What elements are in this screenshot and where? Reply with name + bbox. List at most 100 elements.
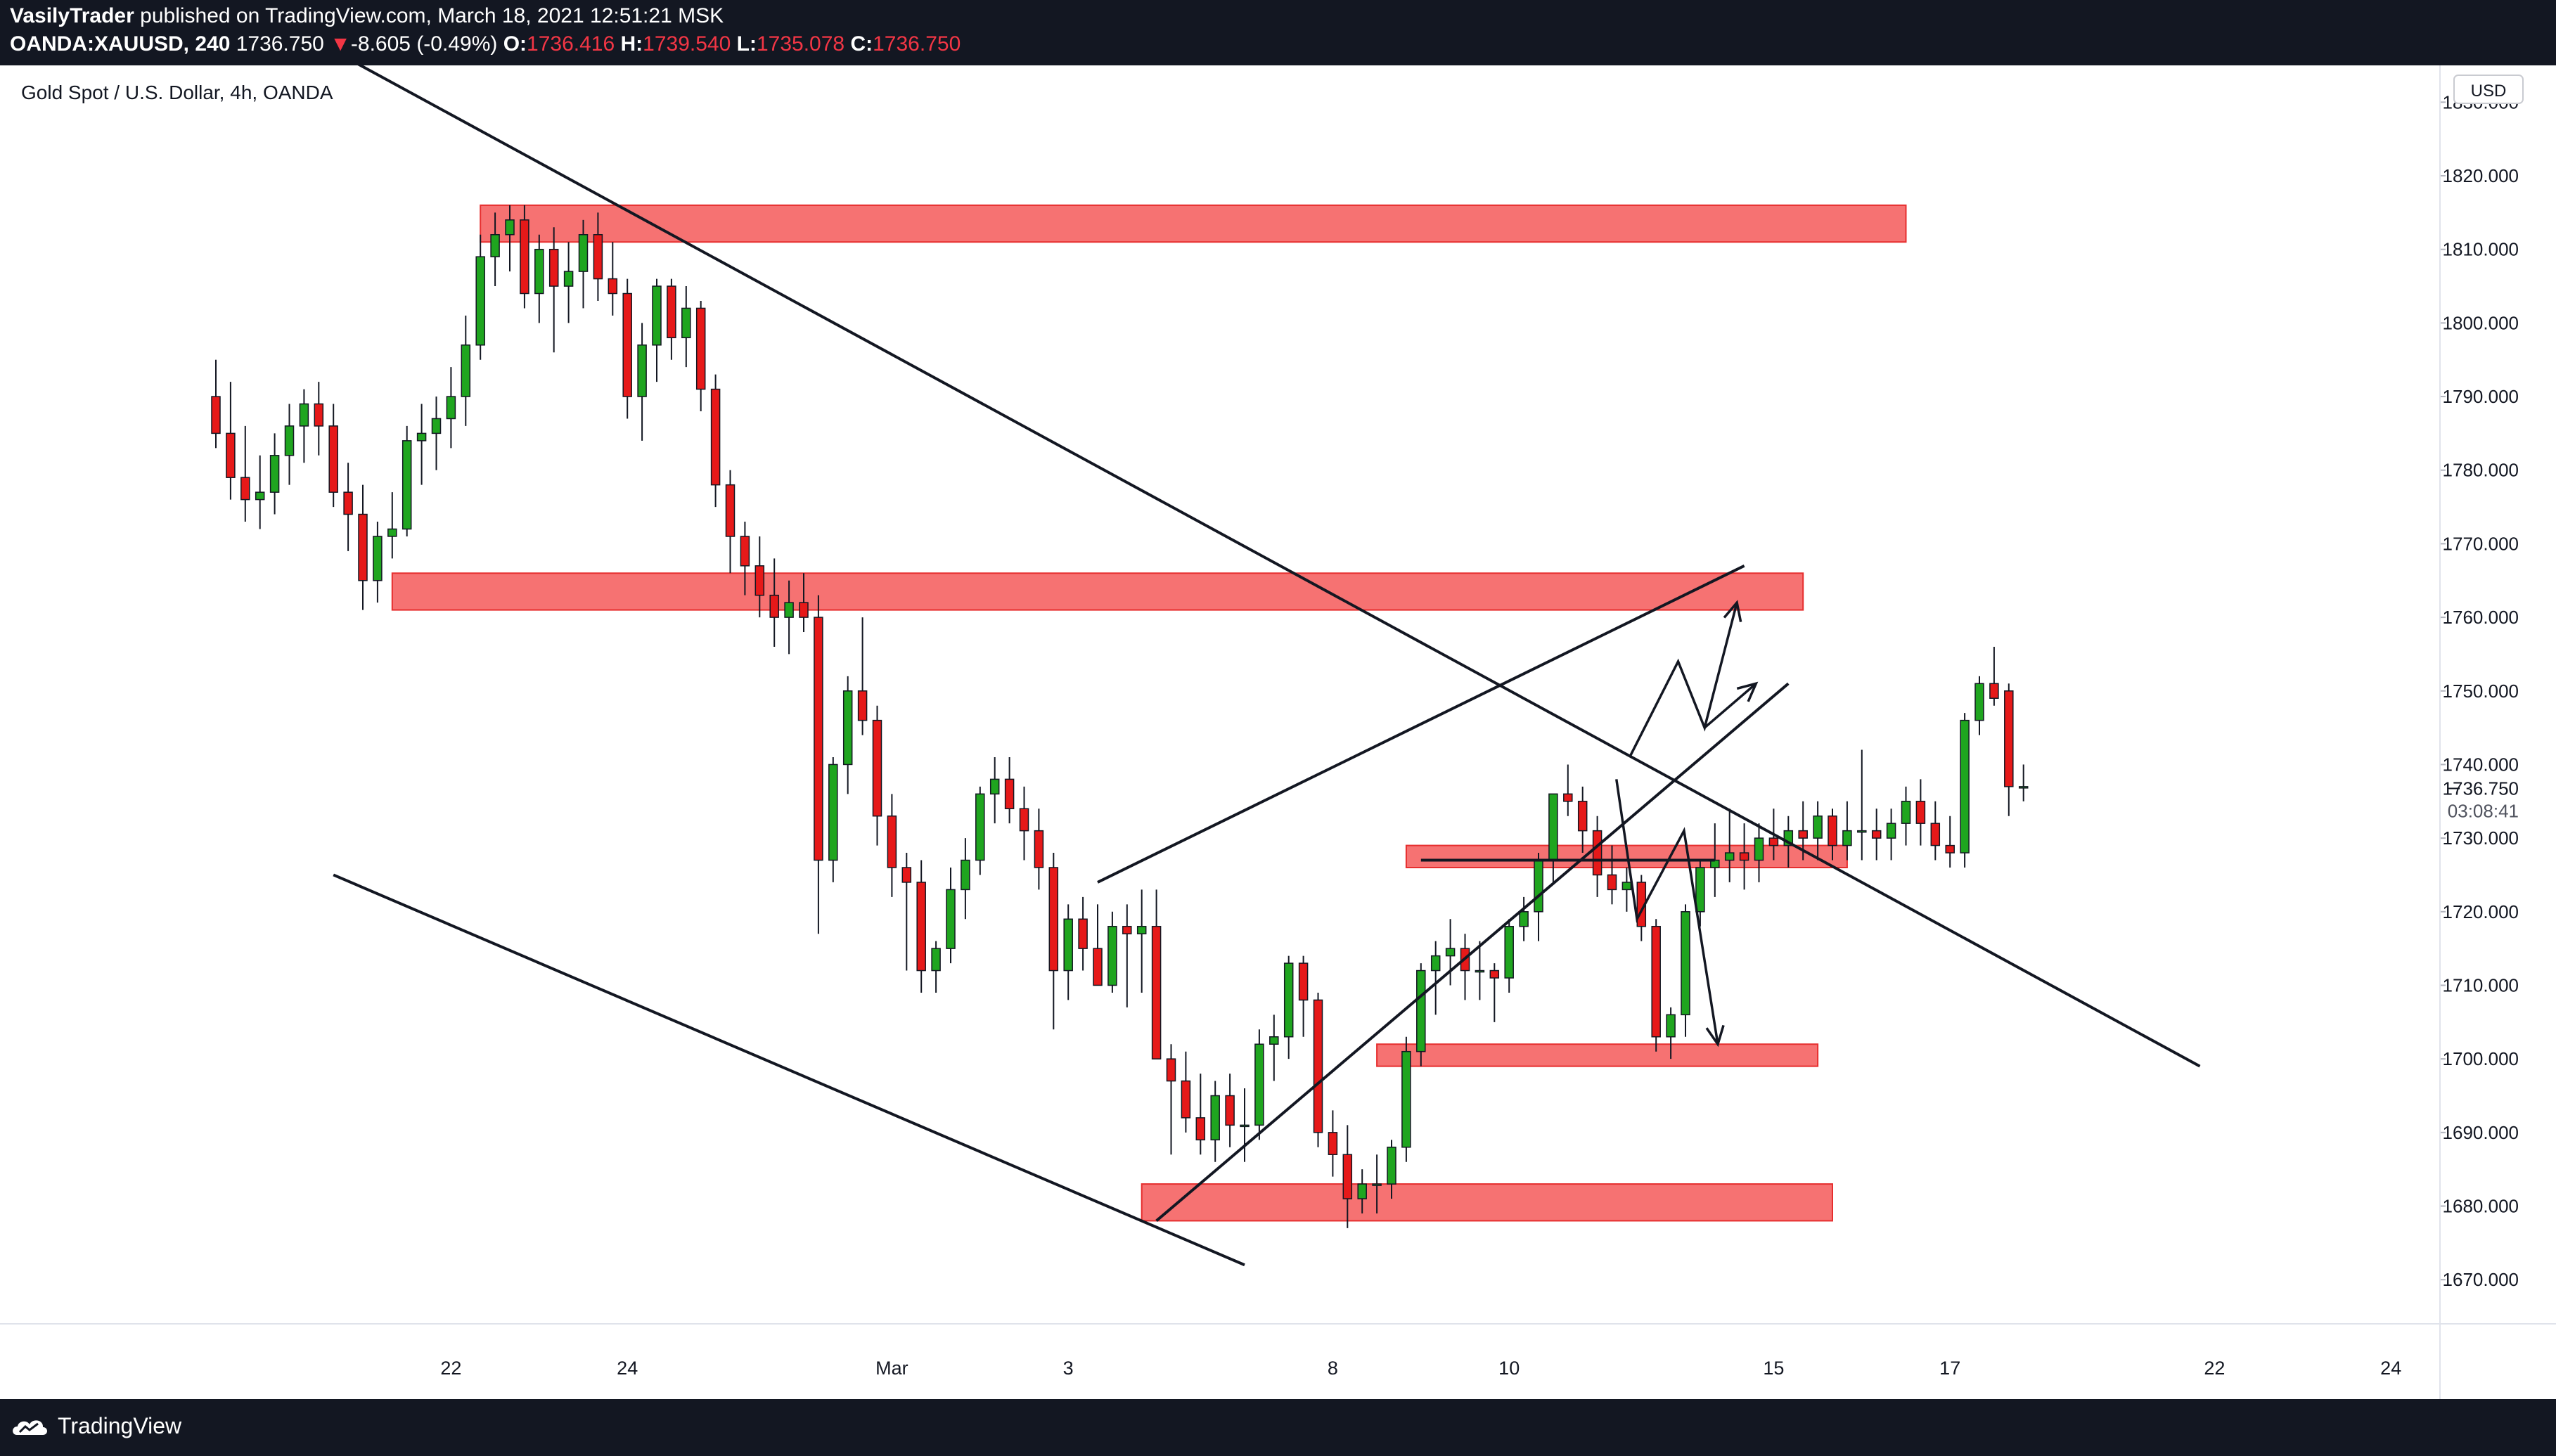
trendline	[1097, 565, 1745, 884]
close-value: 1736.750	[873, 32, 961, 56]
bearish-candle	[1989, 646, 1999, 706]
price-tick-label: 1700.000	[2443, 1048, 2519, 1069]
bullish-candle	[1357, 1169, 1367, 1213]
bullish-candle	[446, 367, 456, 449]
candle-body	[1504, 925, 1514, 979]
bearish-candle	[1048, 853, 1059, 1030]
bearish-candle	[226, 382, 236, 500]
price-axis[interactable]: 1830.0001820.0001810.0001800.0001790.000…	[2440, 91, 2519, 1290]
bullish-candle	[1430, 941, 1441, 1015]
time-tick-label: 22	[2204, 1358, 2225, 1379]
currency-badge[interactable]: USD	[2453, 75, 2524, 104]
price-tick-label: 1760.000	[2443, 607, 2519, 628]
candle-body	[1577, 801, 1588, 832]
candle-body	[1357, 1183, 1367, 1199]
bearish-candle	[1181, 1051, 1191, 1133]
symbol-line: OANDA:XAUUSD, 240 1736.750 ▼-8.605 (-0.4…	[10, 32, 961, 56]
bullish-candle	[475, 234, 485, 360]
bearish-candle	[769, 558, 779, 647]
candle-body	[1210, 1095, 1220, 1141]
time-tick-label: 22	[440, 1358, 461, 1379]
candle-body	[1681, 911, 1690, 1016]
candle-body	[946, 889, 956, 949]
current-price-label: 1736.750	[2443, 778, 2519, 799]
bullish-candle	[1254, 1029, 1264, 1140]
candle-body	[226, 432, 236, 478]
candle-body	[1901, 801, 1911, 824]
candle-body	[1563, 793, 1573, 802]
high-value: 1739.540	[643, 32, 731, 56]
supply-demand-zone	[480, 204, 1907, 243]
arrow-head	[1723, 600, 1742, 622]
candle-body	[534, 248, 544, 295]
candle-body	[431, 418, 442, 434]
bar-countdown: 03:08:41	[2448, 800, 2519, 821]
candle-body	[402, 440, 412, 530]
bullish-candle	[1283, 955, 1294, 1059]
price-tick-label: 1800.000	[2443, 312, 2519, 333]
candle-body	[1283, 962, 1294, 1038]
trendline	[357, 65, 2201, 1068]
bullish-candle	[1548, 793, 1558, 882]
candle-body	[1621, 882, 1632, 891]
candle-body	[1387, 1147, 1396, 1185]
candle-body	[2004, 690, 2014, 787]
candle-body	[887, 815, 897, 868]
bearish-candle	[608, 242, 618, 316]
candle-body	[1930, 823, 1941, 846]
candle-body	[1489, 969, 1500, 979]
candle-body	[1989, 683, 1999, 699]
bearish-candle	[814, 595, 823, 934]
bullish-candle	[1754, 823, 1764, 882]
bullish-candle	[505, 205, 515, 272]
candle-body	[1945, 844, 1955, 853]
candle-body	[1298, 962, 1309, 1001]
time-axis[interactable]: 2224Mar38101517222429Apr5	[440, 1358, 2556, 1379]
candle-body	[667, 285, 676, 339]
candle-body	[211, 396, 221, 434]
bullish-candle	[1387, 1140, 1396, 1199]
candle-body	[1136, 925, 1147, 934]
price-tick-label: 1670.000	[2443, 1269, 2519, 1290]
bearish-candle	[1225, 1074, 1235, 1147]
candle-body	[1651, 925, 1661, 1038]
candle-body	[740, 536, 750, 567]
candle-body	[1960, 719, 1970, 853]
candle-body	[1122, 925, 1132, 934]
candle-body	[490, 234, 500, 257]
candle-body	[1254, 1043, 1264, 1126]
candle-body	[240, 477, 250, 501]
candle-body	[710, 388, 721, 486]
bullish-candle	[1901, 786, 1911, 846]
candle-body	[299, 403, 309, 427]
bearish-candle	[1078, 896, 1088, 971]
open-value: 1736.416	[527, 32, 615, 56]
bullish-candle	[1974, 676, 1984, 735]
bearish-candle	[1563, 764, 1573, 816]
candle-body	[622, 292, 632, 397]
bearish-candle	[725, 470, 736, 574]
time-tick-label: 3	[1063, 1358, 1074, 1379]
bullish-candle	[1136, 889, 1147, 993]
candle-body	[1093, 948, 1103, 986]
candle-body	[1886, 823, 1896, 839]
candle-body	[563, 271, 574, 287]
candle-body	[961, 859, 970, 891]
tradingview-logo[interactable]: TradingView	[10, 1413, 181, 1439]
bullish-candle	[563, 242, 574, 323]
down-arrow-icon: ▼	[330, 32, 351, 56]
author-name[interactable]: VasilyTrader	[10, 4, 134, 27]
candle-body	[1166, 1058, 1176, 1082]
price-chart[interactable]: Gold Spot / U.S. Dollar, 4h, OANDA 1830.…	[0, 65, 2556, 1399]
scenario-path	[1615, 779, 1719, 1045]
candle-body	[1430, 955, 1441, 972]
bearish-candle	[754, 536, 765, 618]
supply-demand-zone	[1376, 1043, 1819, 1067]
bullish-candle	[1240, 1088, 1250, 1162]
bullish-candle	[842, 676, 853, 794]
current-price-marker: 1736.750 03:08:41	[2443, 778, 2519, 821]
price-tick-label: 1770.000	[2443, 533, 2519, 554]
candle-body	[343, 491, 353, 515]
candle-body	[916, 882, 926, 972]
bullish-candle	[1107, 911, 1117, 993]
